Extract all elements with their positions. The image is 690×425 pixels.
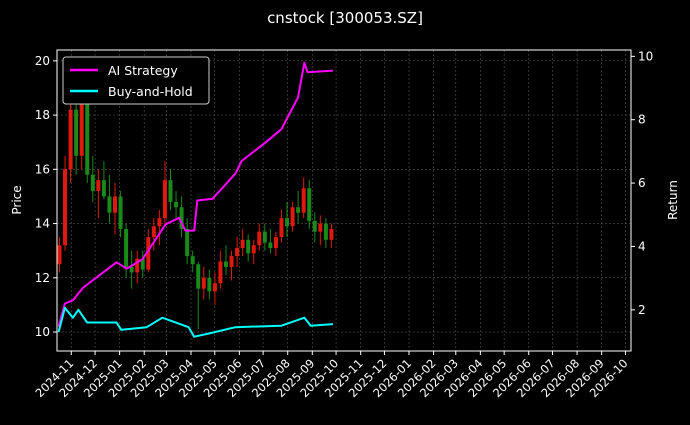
candle-body: [63, 169, 68, 246]
candle-body: [207, 277, 212, 292]
candle-body: [124, 228, 129, 267]
legend-label-bh: Buy-and-Hold: [108, 84, 193, 99]
candle-body: [301, 188, 306, 213]
candle-body: [68, 109, 73, 170]
candle-body: [246, 239, 251, 254]
candle-body: [101, 180, 106, 197]
candle-body: [285, 218, 290, 227]
candle-body: [140, 258, 145, 270]
candle-body: [268, 242, 273, 248]
candle-body: [151, 226, 156, 238]
candle-body: [329, 228, 334, 240]
candle-body: [107, 196, 112, 213]
chart-title: cnstock [300053.SZ]: [267, 9, 423, 27]
buy-and-hold-line: [57, 306, 333, 338]
candle-body: [185, 228, 190, 257]
candle-body: [179, 207, 184, 229]
candle-body: [85, 101, 90, 175]
candle-body: [157, 218, 162, 227]
y-left-tick-label: 18: [35, 108, 50, 122]
lines: [57, 61, 333, 338]
candle-body: [168, 180, 173, 202]
candle-body: [129, 266, 134, 273]
candle-body: [212, 283, 217, 292]
candle-body: [174, 201, 179, 208]
candle-body: [323, 223, 328, 240]
candle-body: [196, 264, 201, 289]
candles: [57, 71, 334, 330]
legend-box: [62, 56, 210, 105]
candle-body: [190, 256, 195, 265]
candle-body: [96, 180, 101, 192]
y-left-tick-label: 12: [35, 271, 50, 285]
y-axis-left: 10 12 14 16 18 20: [35, 54, 57, 339]
candle-body: [273, 237, 278, 248]
candle-body: [307, 188, 312, 221]
y-right-tick-label: 4: [638, 239, 646, 253]
y-right-tick-label: 6: [638, 176, 646, 190]
y-right-tick-label: 10: [638, 49, 653, 63]
candle-body: [79, 101, 84, 156]
candle-body: [312, 220, 317, 232]
candle-body: [235, 247, 240, 257]
candle-body: [57, 245, 62, 265]
y-left-tick-label: 14: [35, 217, 50, 231]
candle-body: [229, 256, 234, 267]
plot-frame: [56, 49, 632, 352]
candle-body: [74, 109, 79, 156]
ai-strategy-line: [57, 61, 333, 327]
y-right-tick-label: 2: [638, 303, 646, 317]
candle-body: [218, 261, 223, 284]
candle-body: [279, 218, 284, 238]
candle-body: [146, 237, 151, 270]
candle-body: [257, 231, 262, 246]
y-left-tick-label: 10: [35, 325, 50, 339]
y-left-tick-label: 20: [35, 54, 50, 68]
y-axis-right-label: Return: [666, 180, 680, 220]
y-right-tick-label: 8: [638, 113, 646, 127]
x-axis: 2024-112024-122025-012025-022025-032025-…: [33, 351, 631, 400]
y-left-tick-label: 16: [35, 162, 50, 176]
candle-body: [135, 258, 140, 273]
candle-body: [223, 261, 228, 267]
legend-label-ai: AI Strategy: [108, 63, 178, 78]
candle-body: [201, 277, 206, 289]
candle-body: [162, 180, 167, 219]
candle-body: [296, 207, 301, 213]
y-axis-left-label: Price: [10, 185, 24, 214]
candle-body: [318, 223, 323, 232]
candle-body: [290, 207, 295, 227]
candle-body: [112, 196, 117, 213]
candle-body: [90, 174, 95, 192]
candle-body: [118, 196, 123, 229]
y-axis-right: 2 4 6 8 10: [631, 49, 653, 317]
candle-body: [240, 239, 245, 248]
candle-body: [262, 231, 267, 243]
candle-body: [251, 245, 256, 254]
legend: AI Strategy Buy-and-Hold: [62, 56, 210, 105]
